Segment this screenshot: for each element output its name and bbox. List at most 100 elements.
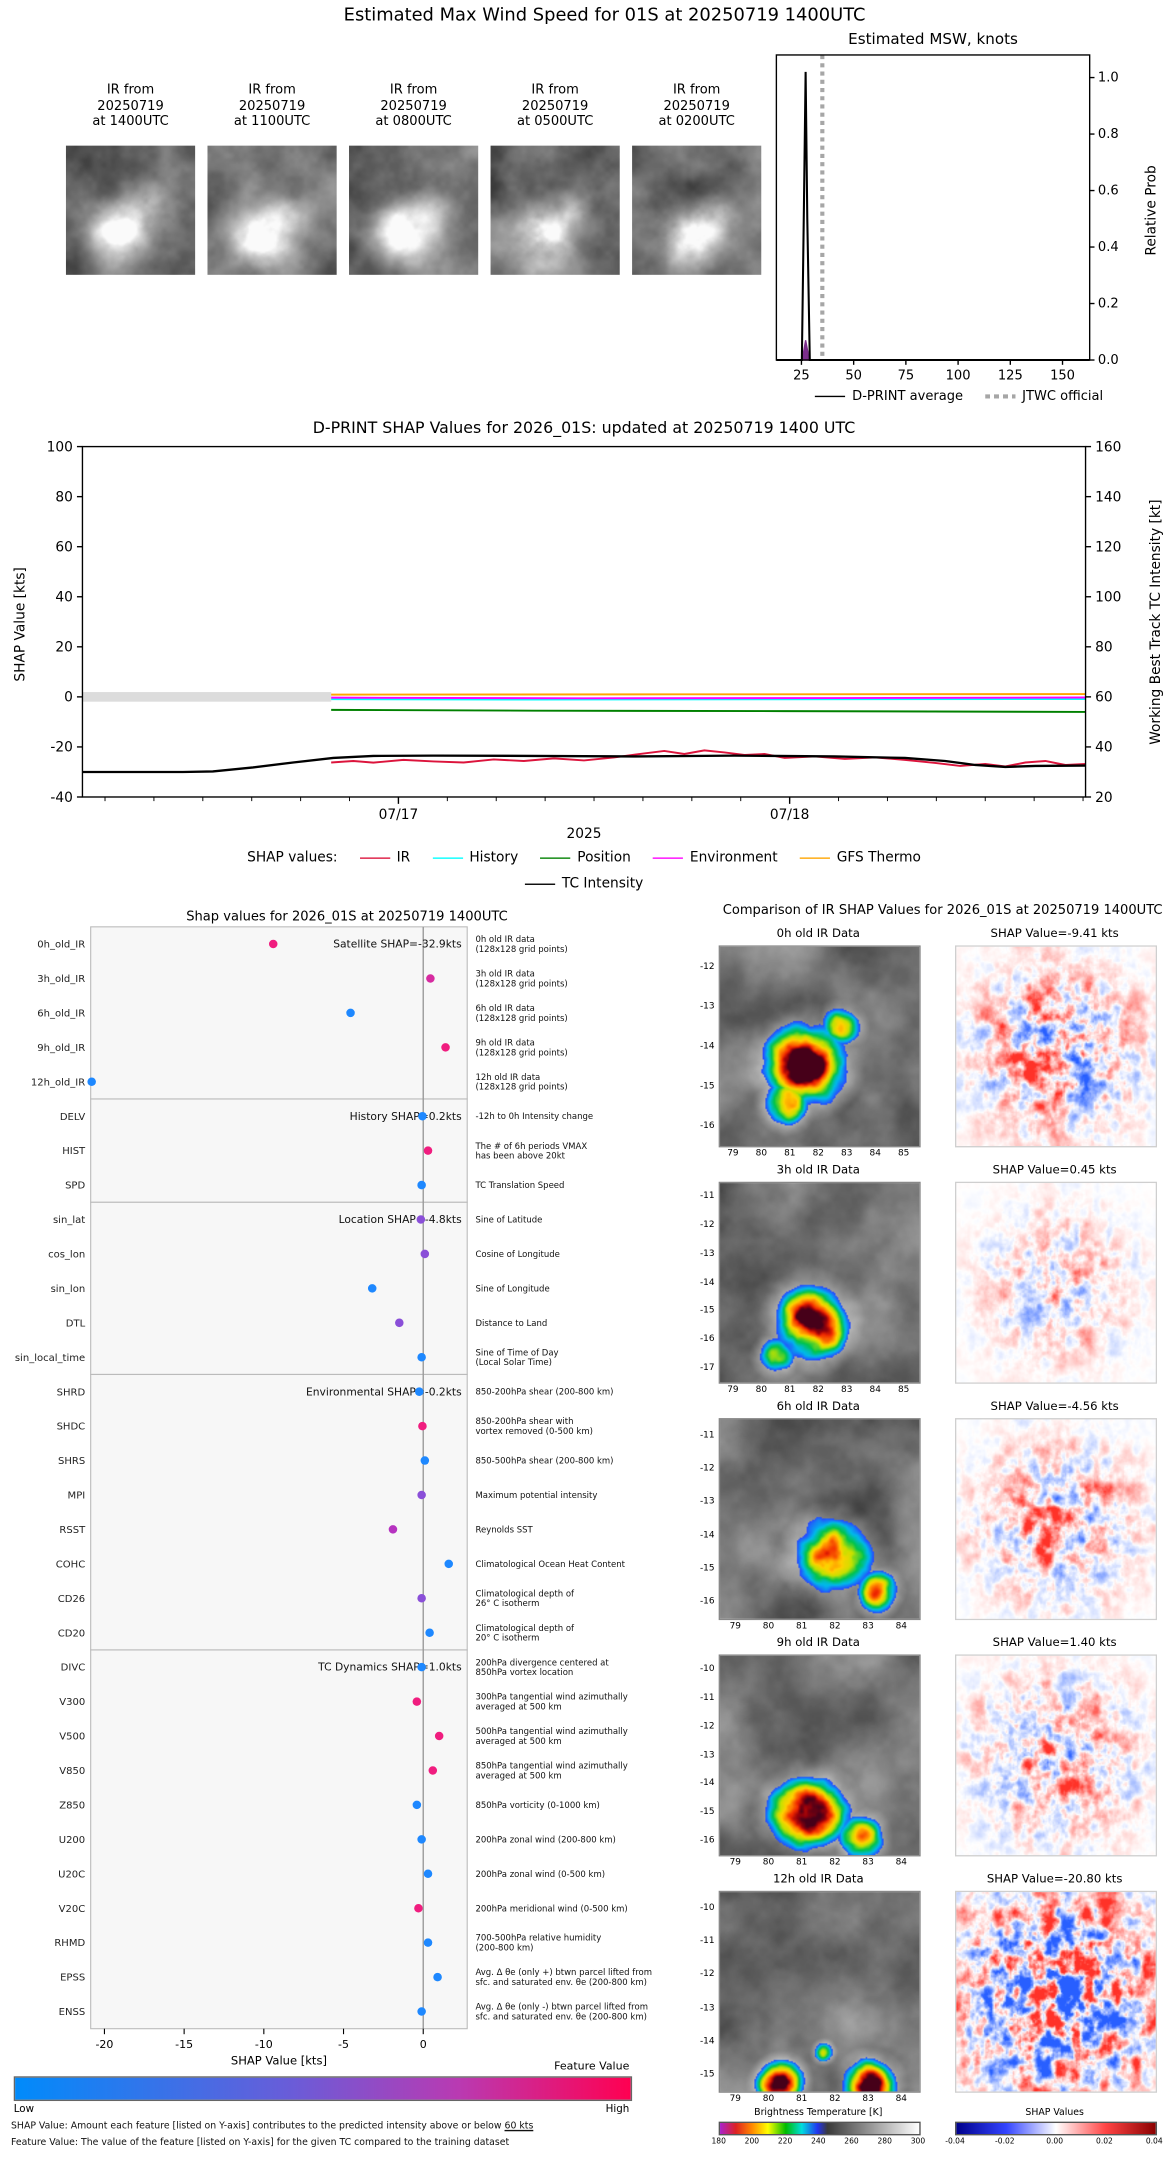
shap-dot-CD26 (417, 1594, 426, 1603)
feature-desc-V20C: 200hPa meridional wind (0-500 km) (475, 1904, 627, 1914)
line-swatch-icon (540, 857, 571, 859)
ir-panel-title-3: 9h old IR Data (776, 1636, 860, 1651)
shap-dot-0h_old_IR (268, 939, 278, 949)
ir-ytick-label: -15 (699, 1562, 715, 1574)
feature-desc-line: Climatological depth of (475, 1589, 575, 1599)
feature-desc-line: 3h old IR data (475, 970, 534, 980)
ir-xtick-label: 85 (897, 1147, 910, 1159)
x-tick-label: 07/17 (379, 807, 419, 823)
feature-desc-line: (128x128 grid points) (475, 945, 567, 955)
legend-item-jtwc-official: JTWC official (985, 389, 1103, 404)
plot-frame (81, 445, 1087, 798)
series-environment (331, 696, 1086, 700)
section-box-4 (90, 1649, 468, 2030)
shap-dot-9h_old_IR (441, 1043, 450, 1052)
y-tick-label-left: 60 (55, 540, 72, 556)
ir-ytick-label: -15 (699, 2067, 715, 2079)
ir-thumbnail-label-1: IR from 20250719 at 1100UTC (207, 82, 336, 130)
y-tick-label-left: -20 (50, 740, 72, 756)
feature-desc-line: 20° C isotherm (475, 1634, 539, 1644)
x-tick-label: -5 (338, 2038, 349, 2051)
dashed-line-swatch-icon (985, 394, 1016, 399)
feature-value-colorbar (13, 2076, 633, 2102)
y-tick-label-left: 20 (55, 640, 72, 656)
feature-label-EPSS: EPSS (60, 1973, 85, 1984)
feature-desc-line: 850-200hPa shear with (475, 1417, 573, 1427)
feature-desc-line: (128x128 grid points) (475, 1048, 567, 1058)
feature-desc-line: sfc. and saturated env. θe (200-800 km) (475, 2013, 647, 2023)
ir-ytick-label: -16 (699, 1119, 715, 1131)
figure-title: Estimated Max Wind Speed for 01S at 2025… (343, 5, 866, 27)
y-tick-label: 0.0 (1098, 353, 1119, 368)
ir-panel-title-4: 12h old IR Data (772, 1872, 864, 1887)
timeseries-title: D-PRINT SHAP Values for 2026_01S: update… (312, 417, 856, 437)
ir-xtick-label: 84 (869, 1147, 881, 1159)
y-tick-label: 0.4 (1098, 240, 1119, 255)
shap-values-colorbar-tick-label: 0.04 (1145, 2138, 1163, 2147)
feature-desc-line: 850-200hPa shear (200-800 km) (475, 1388, 613, 1398)
series-position (331, 708, 1086, 713)
shap-dot-U20C (423, 1869, 433, 1879)
section-box-1 (90, 1098, 468, 1203)
ir-xtick-label: 83 (862, 1856, 874, 1868)
shap-dot-CD20 (425, 1628, 434, 1637)
feature-label-V300: V300 (59, 1697, 85, 1708)
ir-thumbnail-label-line: 20250719 (238, 98, 306, 114)
ir-ytick-label: -11 (699, 1935, 715, 1947)
ir-image-1 (718, 1181, 921, 1384)
feature-desc-line: The # of 6h periods VMAX (474, 1142, 587, 1152)
feature-desc-U20C: 200hPa zonal wind (0-500 km) (475, 1870, 605, 1880)
ir-ytick-label: -14 (699, 1528, 715, 1540)
msw-probability-chart: 0.0 0.2 0.4 0.6 0.8 1.0 25 50 75 100 125 150 (775, 54, 1119, 383)
x-tick-label: 100 (946, 368, 971, 383)
feature-desc-9h_old_IR: 9h old IR data (128x128 grid points) (475, 1038, 567, 1058)
feature-desc-SHRS: 850-500hPa shear (200-800 km) (475, 1457, 613, 1467)
feature-label-ENSS: ENSS (59, 2007, 86, 2018)
ir-xtick-label: 80 (755, 1383, 768, 1395)
shap-panel-title-1: SHAP Value=0.45 kts (992, 1163, 1117, 1178)
feature-label-12h_old_IR: 12h_old_IR (31, 1077, 85, 1088)
feature-desc-line: Climatological depth of (475, 1624, 575, 1634)
feature-desc-line: Sine of Latitude (475, 1216, 542, 1226)
ir-panel-title-1: 3h old IR Data (776, 1163, 860, 1178)
footnote-feature-value: Feature Value: The value of the feature … (10, 2136, 510, 2148)
ir-xtick-label: 80 (762, 2092, 775, 2104)
feature-desc-sin_lon: Sine of Longitude (475, 1284, 549, 1294)
ir-xtick-label: 80 (762, 1620, 775, 1632)
line-swatch-icon (815, 395, 846, 398)
feature-desc-V850: 850hPa tangential wind azimuthally averag… (475, 1761, 627, 1781)
shap-dot-DTL (395, 1318, 404, 1328)
ir-ytick-label: -17 (699, 1361, 715, 1373)
y-tick-label-right: 140 (1095, 489, 1121, 505)
feature-desc-3h_old_IR: 3h old IR data (128x128 grid points) (475, 970, 567, 990)
legend-label: Position (577, 850, 631, 866)
ir-xtick-label: 83 (862, 1620, 874, 1632)
timeseries-ylabel-left: SHAP Value [kts] (13, 567, 29, 682)
feature-desc-SHRD: 850-200hPa shear (200-800 km) (475, 1388, 613, 1398)
ir-ytick-label: -14 (699, 2034, 715, 2046)
feature-label-DTL: DTL (66, 1318, 86, 1329)
ir-xtick-label: 84 (895, 2092, 907, 2104)
ir-ytick-label: -13 (699, 2001, 715, 2013)
feature-desc-line: 700-500hPa relative humidity (475, 1934, 601, 1944)
ir-ytick-label: -12 (699, 1218, 715, 1230)
ir-thumbnail-label-line: IR from (672, 82, 721, 98)
footnote-underlined-text: 60 kts (504, 2120, 534, 2132)
legend-item-position: Position (540, 851, 631, 866)
feature-desc-DIVC: 200hPa divergence centered at 850hPa vort… (475, 1658, 609, 1678)
shap-panel-title-3: SHAP Value=1.40 kts (992, 1636, 1117, 1651)
ir-xtick-label: 82 (812, 1383, 824, 1395)
brightness-temperature-colorbar-tick-label: 200 (744, 2138, 760, 2147)
ir-xtick-label: 83 (841, 1147, 853, 1159)
comparison-title: Comparison of IR SHAP Values for 2026_01… (722, 902, 1163, 918)
ir-xtick-label: 80 (762, 1856, 775, 1868)
y-tick-label-right: 120 (1095, 540, 1121, 556)
shap-panel-title-0: SHAP Value=-9.41 kts (990, 927, 1119, 942)
legend-label: TC Intensity (561, 876, 644, 892)
shap-dot-U200 (417, 1835, 426, 1844)
feature-desc-12h_old_IR: 12h old IR data (128x128 grid points) (475, 1073, 567, 1093)
ir-ytick-label: -12 (699, 1968, 715, 1980)
x-tick-label: 0 (420, 2038, 427, 2051)
feature-value-colorbar-label: Feature Value (554, 2059, 630, 2073)
legend-label: JTWC official (1022, 388, 1104, 404)
